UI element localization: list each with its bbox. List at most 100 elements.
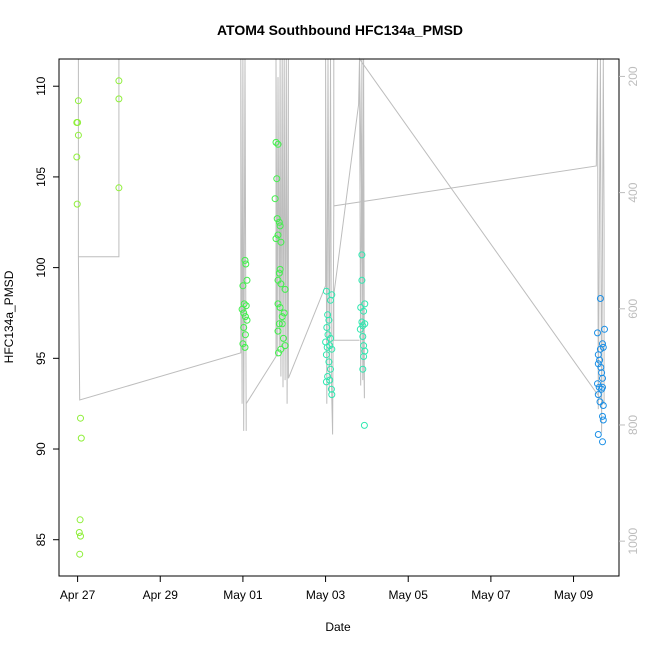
data-point [77,414,84,422]
y-tick-label: 110 [34,76,48,95]
data-point [243,276,251,284]
data-point [597,363,605,371]
x-tick-label: Apr 29 [143,588,179,602]
data-point [599,374,606,382]
data-point [281,285,289,293]
y2-tick-label: 200 [626,66,640,86]
data-point [596,356,604,364]
data-point [239,282,247,290]
data-point [74,131,82,139]
data-point [241,331,249,339]
data-point [240,309,248,317]
chart-title: ATOM4 Southbound HFC134a_PMSD [217,22,463,38]
data-point [594,380,601,388]
data-point [75,529,83,536]
data-point [239,340,247,348]
data-point [361,320,369,328]
data-point [599,402,607,409]
data-point [77,532,84,540]
data-point [74,97,82,105]
data-point [328,391,336,399]
data-point [276,304,284,311]
y-tick-label: 85 [34,533,48,547]
data-point [272,235,280,243]
y-axis: 85 90 95 100 105 110 [34,76,59,546]
data-point [325,358,333,366]
data-point [115,95,123,103]
data-point [275,349,282,357]
x-tick-label: May 01 [223,588,263,602]
x-tick-label: May 07 [471,588,511,602]
data-point [242,260,250,268]
x-axis-label: Date [325,620,351,634]
data-point [599,416,607,424]
data-point [275,320,283,328]
data-point [599,412,606,420]
data-point [322,351,330,359]
data-point [598,385,606,393]
data-point [328,345,336,353]
data-point [360,307,368,315]
data-point [361,300,369,308]
x-tick-label: May 09 [554,588,594,602]
data-point [358,276,366,284]
data-point [76,516,84,524]
x-tick-label: Apr 27 [60,588,96,602]
y-tick-label: 95 [34,351,48,365]
data-point [73,153,81,161]
data-point [240,324,248,331]
data-point [594,431,602,438]
data-point [276,265,284,273]
data-point [275,218,283,226]
data-point [277,280,285,288]
data-point [601,325,608,333]
data-point [596,295,604,302]
data-point [274,140,282,148]
data-point [241,256,249,264]
data-point [274,300,282,308]
data-point [323,343,331,351]
data-point [327,365,334,373]
data-point [77,434,85,442]
y-tick-label: 90 [34,442,48,456]
data-point [327,385,335,393]
data-point [599,438,606,446]
data-point [273,215,281,223]
data-point [327,334,334,342]
data-point [241,343,249,351]
x-tick-label: May 05 [389,588,429,602]
data-point [356,325,364,333]
y2-tick-label: 1000 [626,527,640,554]
y2-tick-label: 600 [626,298,640,318]
plot-frame [58,58,620,577]
data-point [73,200,81,208]
secondary-y-axis: 200 400 600 800 1000 [619,66,640,554]
data-point [359,333,367,340]
data-point [274,231,282,239]
data-point [243,316,251,324]
data-point [277,345,285,353]
data-point [327,296,334,304]
series-line [77,57,605,435]
data-point [279,334,287,342]
data-points [73,77,608,558]
data-point [322,287,330,295]
data-point [274,327,282,335]
data-point [326,376,334,384]
data-point [594,329,601,337]
x-tick-label: May 03 [306,588,346,602]
y-tick-label: 100 [34,257,48,277]
data-point [358,251,366,259]
data-point [278,313,286,321]
data-point [276,222,284,230]
data-point [275,269,283,277]
data-point [325,316,333,324]
y2-tick-label: 800 [626,415,640,435]
data-point [271,195,279,203]
data-point [594,391,602,399]
data-point [277,238,285,246]
data-point [74,119,82,126]
y2-tick-label: 400 [626,182,640,202]
data-point [115,77,123,85]
